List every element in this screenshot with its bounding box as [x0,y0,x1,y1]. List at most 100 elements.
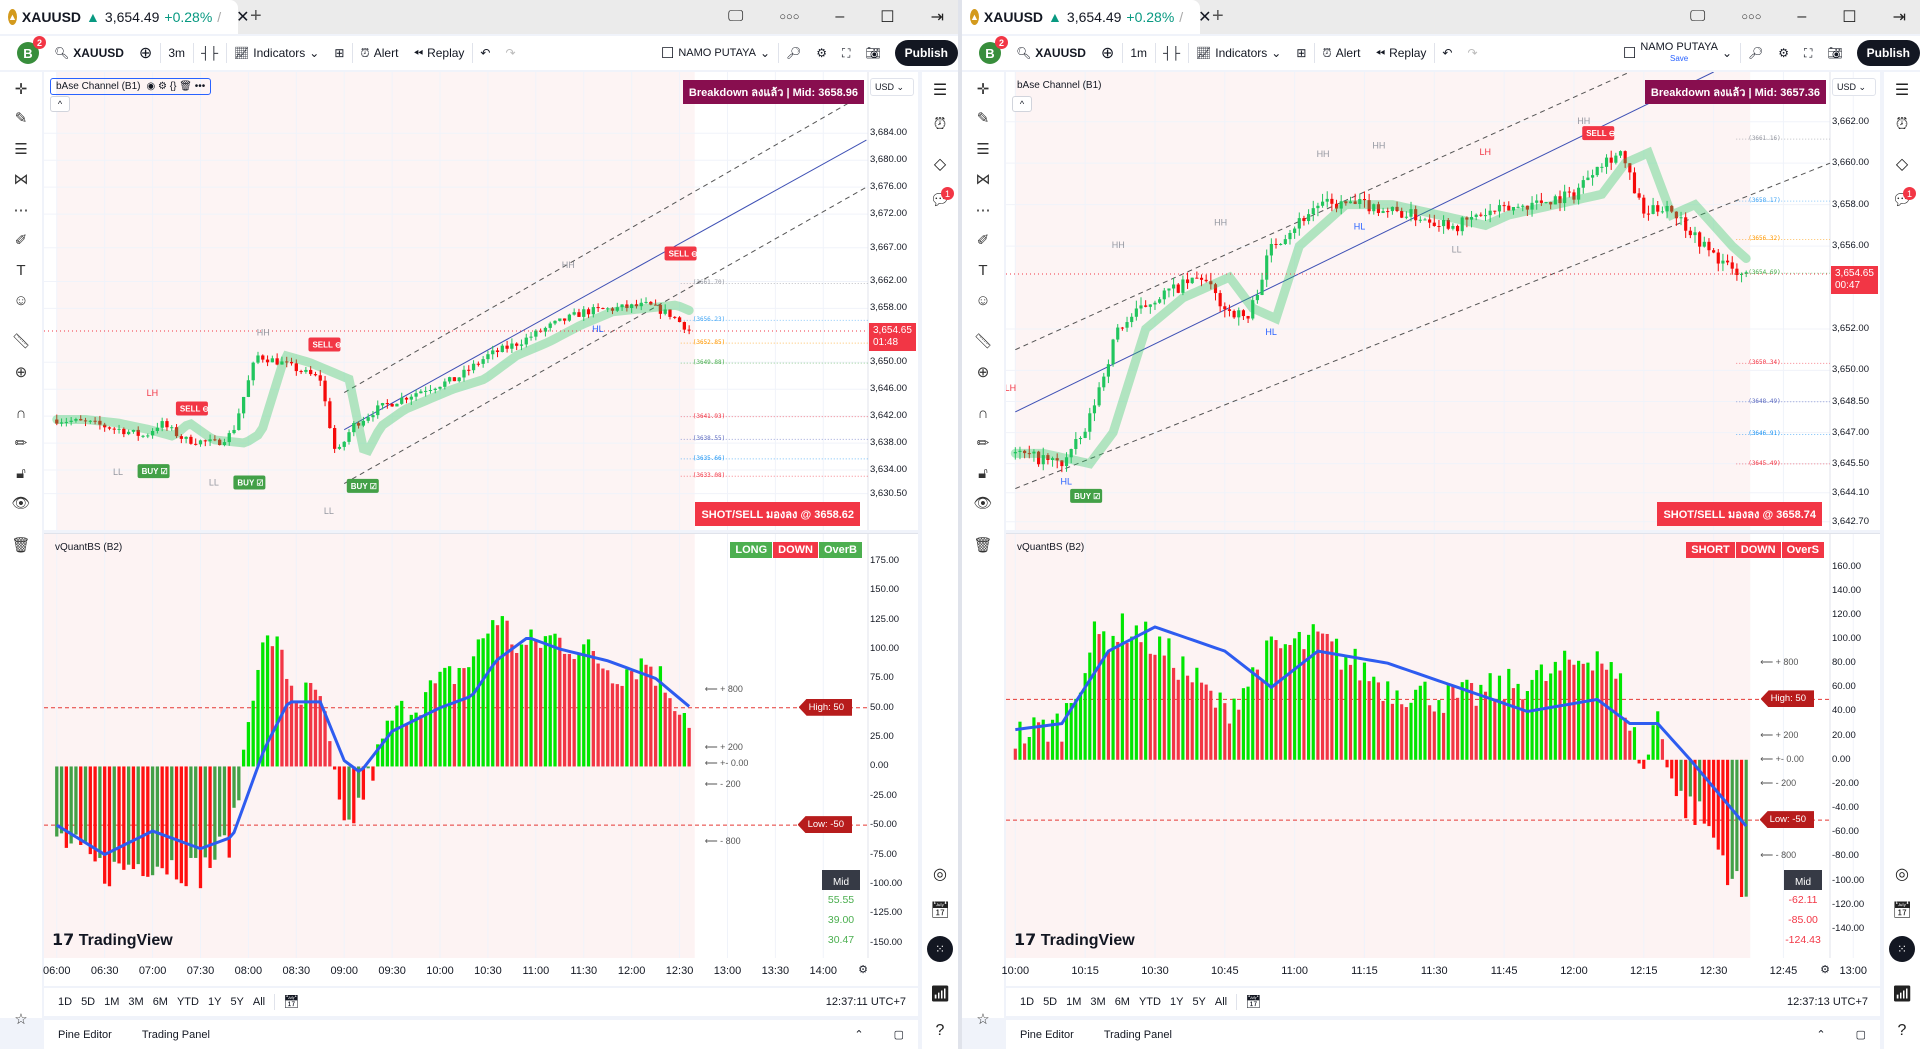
monitor-icon[interactable]: 🖵 [727,8,744,25]
range-5d[interactable]: 5D [1043,996,1058,1008]
tab-pine-editor[interactable]: Pine Editor [58,1028,112,1041]
range-3m[interactable]: 3M [1090,996,1106,1008]
price-chart-pane[interactable]: SELL ⊖ SELL ⊖ SELL ⊖ BUY ☑ BUY ☑ BUY ☑ LH LL LL H… [44,72,918,530]
apps-grid-icon[interactable]: ⁙ [927,936,953,962]
indicators-button[interactable]: 📈︎ Indicators ⌄ [1189,39,1289,67]
quick-search-button[interactable]: 🔎︎ [1741,39,1771,67]
settings-button[interactable]: ⚙ [809,39,835,67]
zoom-in-icon[interactable]: ⊕ [14,364,28,381]
calendar-icon[interactable]: 📅︎ [1892,902,1913,919]
watchlist-icon[interactable]: ☰ [1894,82,1910,99]
text-icon[interactable]: T [978,262,988,279]
range-ytd[interactable]: YTD [1138,996,1161,1008]
lock-drawing-icon[interactable]: ✏ [976,435,990,452]
star-icon[interactable]: ☆ [14,1011,28,1028]
range-ytd[interactable]: YTD [176,996,199,1008]
axis-settings-icon[interactable]: ⚙ [858,964,868,976]
apps-grid-icon[interactable]: ⁙ [1889,936,1915,962]
eye-icon[interactable]: ◉ [146,81,156,92]
currency-select[interactable]: USD ⌄ [1832,78,1876,96]
projection-icon[interactable]: ⋯ [13,202,29,219]
range-1y[interactable]: 1Y [207,996,222,1008]
alert-button[interactable]: ⏰︎ Alert [353,39,406,67]
source-code-icon[interactable]: {} [169,81,177,92]
range-1y[interactable]: 1Y [1169,996,1184,1008]
templates-button[interactable]: ⊞ [1289,39,1314,67]
trash-icon[interactable]: 🗑︎ [179,81,192,92]
more-icon[interactable]: ○○○ [779,11,800,23]
time-axis[interactable]: ⚙ 06:00 06:30 07:00 07:30 08:00 08:30 09:00 09:3… [43,958,918,986]
ruler-icon[interactable]: 📏︎ [11,333,31,350]
pattern-icon[interactable]: ⋈ [13,171,29,188]
crosshair-icon[interactable]: ✛ [976,81,990,98]
range-3m[interactable]: 3M [128,996,144,1008]
signal-icon[interactable]: 📶︎ [1892,986,1913,1003]
publish-button[interactable]: Publish [894,40,958,66]
chart-type-button[interactable]: ┤├ [1156,39,1188,67]
indicators-button[interactable]: 📈︎ Indicators ⌄ [227,39,327,67]
range-6m[interactable]: 6M [1114,996,1130,1008]
alarm-clock-icon[interactable]: ⏰︎ [1895,116,1909,133]
tab-trading-panel[interactable]: Trading Panel [141,1028,210,1041]
collapse-legend-button[interactable]: ^ [1012,96,1032,112]
chart-type-button[interactable]: ┤├ [194,39,226,67]
help-icon[interactable]: ? [1897,1022,1907,1039]
new-tab-icon[interactable]: + [250,5,262,27]
fullscreen-button[interactable]: ⛶ [1797,39,1820,67]
lock-icon[interactable]: 🔓︎ [978,465,988,482]
trash-icon[interactable]: 🗑︎ [11,537,31,554]
signal-icon[interactable]: 📶︎ [930,986,951,1003]
monitor-icon[interactable]: 🖵 [1689,8,1706,25]
snapshot-button[interactable]: 📷︎ [858,39,888,67]
maximize-icon[interactable]: ☐ [880,9,895,26]
layout-button[interactable]: ☐ NAMO PUTAYA Save ⌄ [1616,39,1740,67]
new-tab-icon[interactable]: + [1212,5,1224,27]
axis-settings-icon[interactable]: ⚙ [1820,964,1830,976]
range-6m[interactable]: 6M [152,996,168,1008]
emoji-icon[interactable]: ☺ [13,292,29,309]
minimize-icon[interactable]: – [835,8,845,25]
replay-button[interactable]: ⏪︎ Replay [406,39,472,67]
watchlist-icon[interactable]: ☰ [932,82,948,99]
star-icon[interactable]: ☆ [976,1011,990,1028]
tab-pine-editor[interactable]: Pine Editor [1020,1028,1074,1041]
interval-button[interactable]: 3m [161,39,193,67]
brush-icon[interactable]: ✐ [14,232,28,249]
range-1d[interactable]: 1D [58,996,73,1008]
fullscreen-button[interactable]: ⛶ [835,39,858,67]
clock-timezone[interactable]: 12:37:11 UTC+7 [825,996,906,1008]
trend-line-icon[interactable]: ✎ [976,110,990,127]
text-icon[interactable]: T [16,262,26,279]
undo-button[interactable]: ↶ [473,39,498,67]
brush-icon[interactable]: ✐ [976,232,990,249]
indicator-pane[interactable]: vQuantBS (B2) SHORT DOWN OverS High: 50 … [1006,533,1880,959]
quick-search-button[interactable]: 🔎︎ [779,39,809,67]
pattern-icon[interactable]: ⋈ [975,171,991,188]
chevron-up-icon[interactable]: ⌃ [1816,1029,1826,1041]
publish-button[interactable]: Publish [1856,40,1920,66]
symbol-search-button[interactable]: 🔍︎ XAUUSD [47,39,132,67]
layout-button[interactable]: ☐ NAMO PUTAYA ⌄ [654,39,778,67]
lock-drawing-icon[interactable]: ✏ [14,435,28,452]
time-axis[interactable]: ⚙ 10:00 10:15 10:30 10:45 11:00 11:15 11:30 11:4… [1002,958,1880,986]
trash-icon[interactable]: 🗑︎ [973,537,993,554]
layers-icon[interactable]: ◇ [1895,156,1909,173]
minimize-icon[interactable]: – [1797,8,1807,25]
compare-button[interactable]: ⊕ [132,39,160,67]
range-1m[interactable]: 1M [104,996,120,1008]
maximize-icon[interactable]: ☐ [1842,9,1857,26]
currency-select[interactable]: USD ⌄ [870,78,914,96]
range-1d[interactable]: 1D [1020,996,1035,1008]
eye-icon[interactable]: 👁︎ [11,495,31,512]
redo-button[interactable]: ↷ [1460,39,1485,67]
symbol-tab[interactable]: ▲ XAUUSD ▲ 3,654.49 +0.28% / ✕ [962,0,1212,34]
tab-trading-panel[interactable]: Trading Panel [1103,1028,1172,1041]
more-icon[interactable]: ○○○ [1741,11,1762,23]
range-5y[interactable]: 5Y [1192,996,1206,1008]
maximize-panel-icon[interactable]: ▢ [1855,1029,1866,1041]
redo-button[interactable]: ↷ [498,39,523,67]
eye-icon[interactable]: 👁︎ [973,495,993,512]
gear-icon[interactable]: ⚙ [158,81,167,92]
speedometer-icon[interactable]: ◎ [1895,866,1909,883]
trend-line-icon[interactable]: ✎ [14,110,28,127]
